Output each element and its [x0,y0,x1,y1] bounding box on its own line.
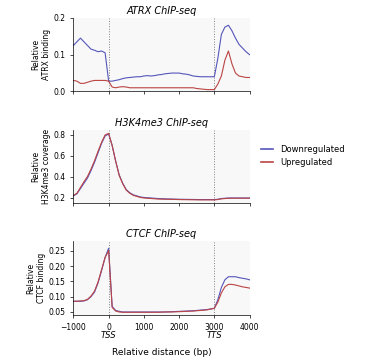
Text: TTS: TTS [207,331,222,340]
Y-axis label: Relative
H3K4me3 coverage: Relative H3K4me3 coverage [32,129,51,204]
Y-axis label: Relative
CTCF binding: Relative CTCF binding [26,253,46,303]
Legend: Downregulated, Upregulated: Downregulated, Upregulated [257,141,348,170]
X-axis label: Relative distance (bp): Relative distance (bp) [112,348,211,357]
Title: CTCF ChIP-seq: CTCF ChIP-seq [126,229,197,240]
Text: TSS: TSS [101,331,116,340]
Title: H3K4me3 ChIP-seq: H3K4me3 ChIP-seq [115,117,208,127]
Y-axis label: Relative
ATRX binding: Relative ATRX binding [32,29,51,80]
Title: ATRX ChIP-seq: ATRX ChIP-seq [126,6,197,16]
